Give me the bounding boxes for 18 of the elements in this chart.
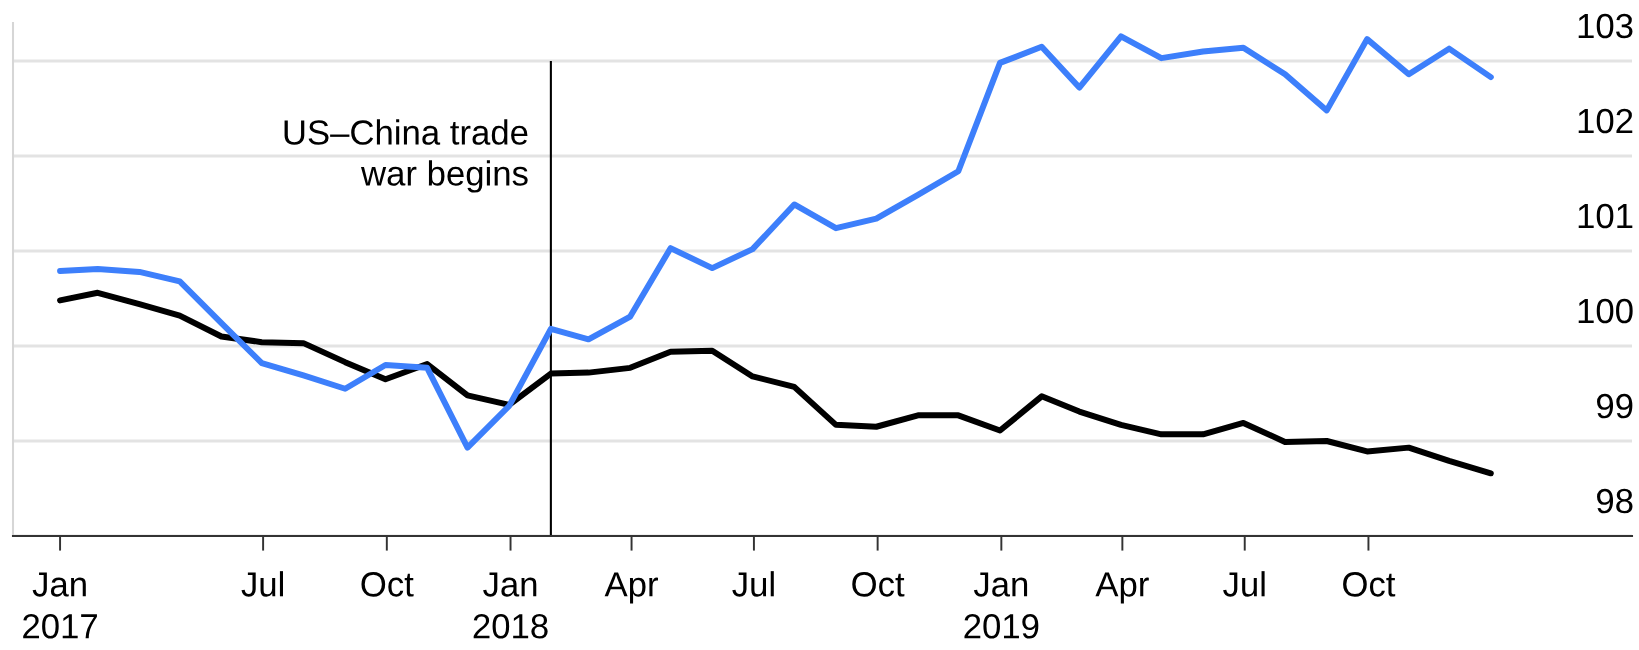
- y-tick-label: 102: [1578, 108, 1633, 134]
- x-tick-label: Oct: [1343, 572, 1396, 597]
- x-tick-label: Jan 2018: [473, 572, 548, 639]
- y-tick-label: 103: [1578, 13, 1633, 39]
- x-tick-label: Jul: [241, 571, 283, 597]
- y-tick-label: 98: [1597, 488, 1633, 514]
- x-tick-label: Oct: [852, 572, 905, 597]
- y-tick-label: 100: [1578, 298, 1633, 324]
- x-tick-label: Oct: [361, 572, 414, 597]
- x-tick-label: Jan 2019: [964, 572, 1039, 639]
- x-tick-label: Apr: [604, 572, 658, 604]
- x-tick-label: Jul: [1223, 571, 1265, 597]
- x-tick-label: Jan 2017: [23, 572, 97, 639]
- x-tick-label: Jul: [732, 571, 774, 597]
- ref-line-label: US–China trade war begins: [284, 119, 528, 193]
- y-tick-label: 101: [1578, 203, 1633, 229]
- x-tick-label: Apr: [1095, 572, 1149, 604]
- y-tick-label: 99: [1597, 393, 1633, 419]
